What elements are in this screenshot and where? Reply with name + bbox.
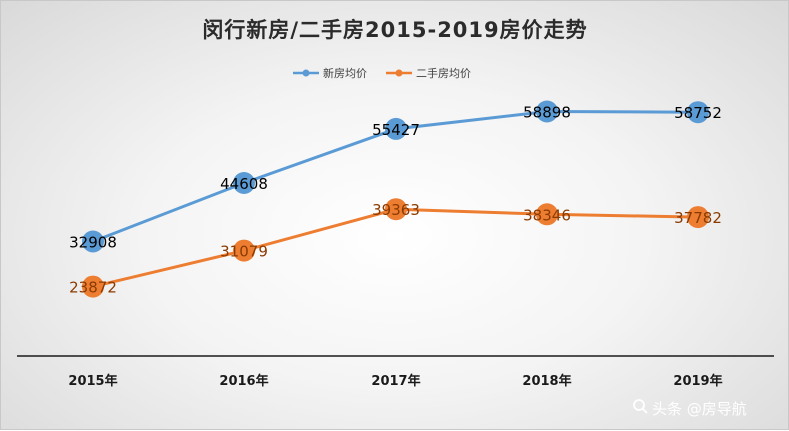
data-point-1 [385, 198, 407, 221]
x-tick-label: 2015年 [68, 373, 117, 389]
data-point-0 [536, 100, 558, 123]
data-point-0 [82, 230, 104, 253]
data-label: 31079 [220, 243, 268, 261]
data-point-1 [82, 275, 104, 298]
data-label: 37782 [674, 209, 722, 227]
data-point-0 [233, 172, 255, 194]
data-label: 44608 [220, 175, 268, 193]
series-layer [82, 100, 709, 298]
x-tick-label: 2016年 [219, 373, 268, 389]
watermark-text: 头条 @房导航 [652, 400, 747, 418]
data-label: 39363 [372, 201, 420, 219]
legend-label-0: 新房均价 [323, 66, 367, 80]
series-line-1 [92, 207, 699, 289]
search-icon [633, 399, 648, 414]
x-tick-label: 2018年 [522, 373, 571, 389]
data-label: 58898 [523, 104, 571, 122]
legend-marker-1 [395, 69, 403, 77]
data-label: 38346 [523, 206, 571, 224]
legend-marker-0 [302, 69, 310, 77]
legend-label-1: 二手房均价 [416, 66, 471, 80]
data-point-1 [687, 206, 709, 229]
data-point-1 [536, 203, 558, 226]
x-axis-ticks: 2015年 2016年 2017年 2018年 2019年 [68, 373, 722, 389]
chart-title: 闵行新房/二手房2015-2019房价走势 [202, 18, 587, 42]
data-label: 55427 [372, 121, 420, 139]
data-label: 23872 [69, 279, 117, 297]
data-point-0 [385, 117, 407, 140]
data-label: 58752 [674, 104, 722, 122]
legend: 新房均价 二手房均价 [293, 66, 471, 80]
watermark: 头条 @房导航 [633, 399, 747, 418]
x-tick-label: 2019年 [673, 373, 722, 389]
data-label: 32908 [69, 234, 117, 252]
data-point-1 [233, 239, 255, 262]
x-tick-label: 2017年 [371, 373, 420, 389]
data-labels: 32908 44608 55427 58898 58752 23872 31079 39363… [69, 104, 722, 297]
data-point-0 [687, 101, 709, 124]
